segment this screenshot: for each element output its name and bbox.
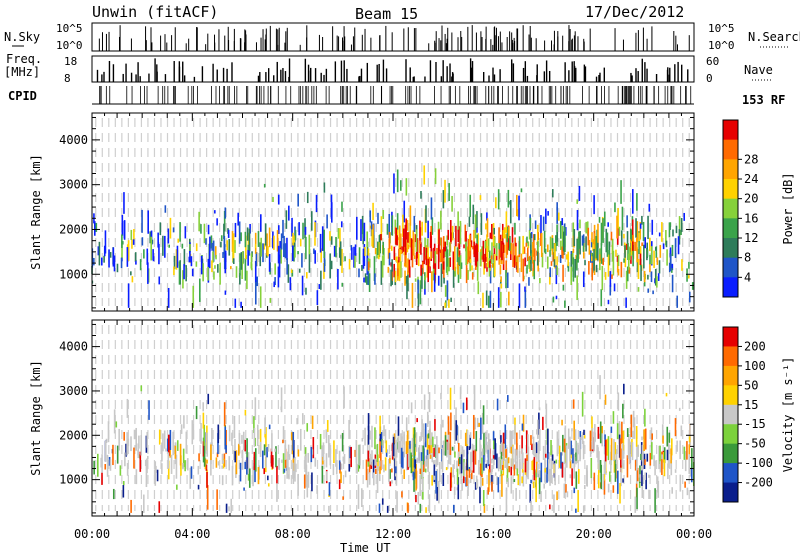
y-tick-label: 1000: [59, 473, 88, 487]
freq-left-bottom: 8: [64, 72, 71, 85]
colorbar-segment: [723, 277, 738, 298]
x-tick-label: 12:00: [375, 527, 411, 541]
colorbar-tick-label: 100: [744, 359, 766, 373]
colorbar-segment: [723, 120, 738, 141]
x-tick-label: 00:00: [74, 527, 110, 541]
colorbar-segment: [723, 159, 738, 180]
colorbar-tick-label: 200: [744, 339, 766, 353]
y-tick-label: 4000: [59, 133, 88, 147]
date-title: 17/Dec/2012: [585, 3, 684, 21]
colorbar-tick-label: -50: [744, 437, 766, 451]
colorbar-segment: [723, 365, 738, 386]
colorbar-tick-label: 28: [744, 152, 758, 166]
colorbar-tick-label: 4: [744, 270, 751, 284]
y-tick-label: 3000: [59, 384, 88, 398]
nave-label: Nave: [744, 63, 773, 77]
noise-right-top: 10^5: [708, 22, 735, 35]
freq-unit-label: [MHz]: [4, 65, 40, 79]
x-tick-label: 04:00: [174, 527, 210, 541]
y-tick-label: 2000: [59, 222, 88, 236]
noise-strip-frame: [91, 22, 695, 52]
colorbar-segment: [723, 482, 738, 503]
beam-title: Beam 15: [355, 5, 418, 23]
x-tick-label: 20:00: [576, 527, 612, 541]
nsearch-label: N.Search: [748, 30, 800, 44]
freq-label: Freq.: [6, 52, 42, 66]
colorbar-segment: [723, 139, 738, 160]
power-panel: 1000 2000 3000 4000 Slant Range [km] 4 8 12 16 20…: [29, 112, 795, 312]
freq-right-top: 60: [706, 55, 719, 68]
site-title: Unwin (fitACF): [92, 3, 218, 21]
noise-right-bottom: 10^0: [708, 39, 735, 52]
colorbar-segment: [723, 257, 738, 278]
y-tick-label: 3000: [59, 178, 88, 192]
colorbar-segment: [723, 198, 738, 219]
freq-left-top: 18: [64, 55, 77, 68]
x-axis-label: Time UT: [340, 541, 391, 554]
colorbar-tick-label: -15: [744, 417, 766, 431]
colorbar-tick-label: 15: [744, 398, 758, 412]
y-axis-label: Slant Range [km]: [29, 154, 43, 270]
colorbar-tick-label: -100: [744, 456, 773, 470]
colorbar-segment: [723, 327, 738, 347]
velocity-panel: 1000 2000 3000 4000 Slant Range [km] 200 100 50…: [29, 319, 795, 517]
freq-strip-frame: [91, 55, 695, 83]
nsky-label: N.Sky: [4, 30, 40, 44]
colorbar-segment: [723, 218, 738, 239]
x-tick-label: 16:00: [475, 527, 511, 541]
colorbar-tick-label: 8: [744, 251, 751, 265]
colorbar-frame: [722, 326, 739, 503]
y-tick-label: 2000: [59, 428, 88, 442]
cpid-mode-label: 153 RF: [742, 93, 785, 107]
noise-strip-marks: [98, 25, 690, 51]
colorbar-tick-label: 24: [744, 172, 758, 186]
y-tick-label: 4000: [59, 340, 88, 354]
colorbar-segment: [723, 443, 738, 464]
noise-left-top: 10^5: [56, 22, 83, 35]
y-axis-label: Slant Range [km]: [29, 360, 43, 476]
y-tick-label: 1000: [59, 267, 88, 281]
colorbar-label: Velocity [m s⁻¹]: [781, 357, 795, 473]
x-tick-label: 00:00: [676, 527, 712, 541]
freq-right-bottom: 0: [706, 72, 713, 85]
colorbar-segment: [723, 346, 738, 367]
cpid-label: CPID: [8, 89, 37, 103]
x-tick-labels: 00:00 04:00 08:00 12:00 16:00 20:00 00:00: [74, 527, 712, 541]
colorbar-segment: [723, 238, 738, 259]
noise-left-bottom: 10^0: [56, 39, 83, 52]
colorbar-segment: [723, 385, 738, 406]
colorbar-tick-label: -200: [744, 476, 773, 490]
colorbar-label: Power [dB]: [781, 172, 795, 244]
cpid-strip-marks: [92, 86, 694, 105]
freq-strip-marks: [96, 58, 689, 82]
colorbar-frame: [722, 119, 739, 298]
colorbar-tick-label: 16: [744, 211, 758, 225]
colorbar-segment: [723, 404, 738, 425]
colorbar-tick-label: 20: [744, 192, 758, 206]
x-tick-label: 08:00: [275, 527, 311, 541]
colorbar-segment: [723, 424, 738, 445]
colorbar-tick-label: 50: [744, 378, 758, 392]
colorbar-segment: [723, 179, 738, 200]
colorbar-tick-label: 12: [744, 231, 758, 245]
colorbar-segment: [723, 463, 738, 484]
